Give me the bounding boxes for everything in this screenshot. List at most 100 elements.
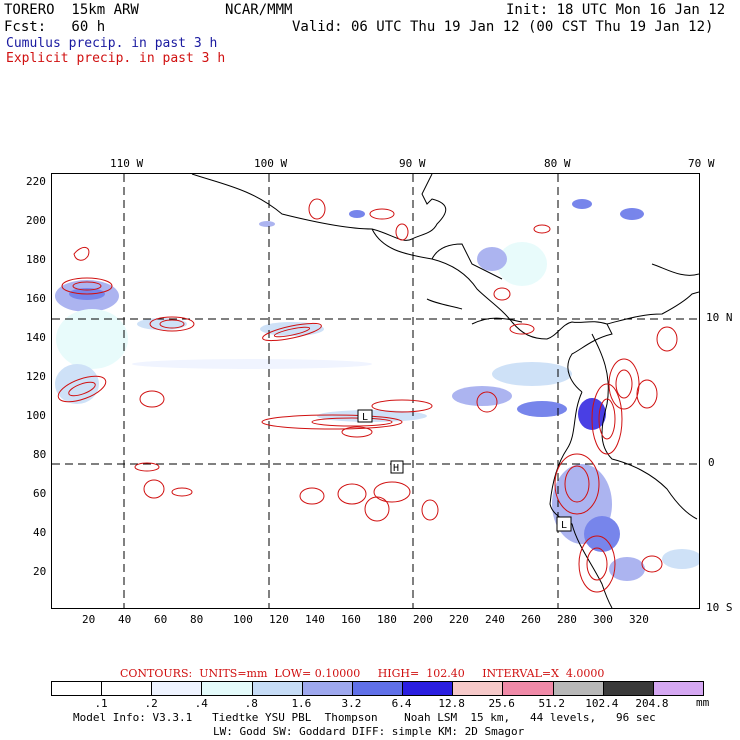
lon-label-110w: 110 W xyxy=(110,157,144,170)
precip-cell xyxy=(584,516,620,552)
border-venezuela xyxy=(651,263,699,276)
explicit-legend: Explicit precip. in past 3 h xyxy=(6,51,226,66)
contour xyxy=(578,535,616,593)
contour xyxy=(68,381,96,397)
precip-cell xyxy=(132,359,372,369)
grid-y-label: 160 xyxy=(26,292,46,305)
valid-time: Valid: 06 UTC Thu 19 Jan 12 (00 CST Thu … xyxy=(292,19,714,35)
contour xyxy=(149,316,195,332)
precip-cell xyxy=(452,386,512,406)
grid-y-label: 80 xyxy=(33,448,47,461)
contour xyxy=(159,319,185,329)
init-time: Init: 18 UTC Mon 16 Jan 12 xyxy=(506,2,726,18)
contour xyxy=(73,247,90,261)
lon-label-80w: 80 W xyxy=(544,157,571,170)
colorbar-label: .4 xyxy=(194,697,208,710)
precip-cell xyxy=(517,401,567,417)
colorbar-label: 6.4 xyxy=(391,697,412,710)
contour xyxy=(493,287,511,301)
contours-info: CONTOURS: UNITS=mm LOW= 0.10000 HIGH= 10… xyxy=(120,667,605,680)
map-svg: L H L xyxy=(52,174,699,608)
contour xyxy=(262,322,322,342)
contour xyxy=(57,375,107,403)
colorbar-label: .2 xyxy=(144,697,158,710)
colorbar-segment xyxy=(503,682,554,695)
org-label: NCAR/MMM xyxy=(225,2,293,18)
grid-x-label: 320 xyxy=(629,613,649,626)
precip-cell xyxy=(492,362,572,386)
grid-y-label: 60 xyxy=(33,487,47,500)
contour xyxy=(598,398,616,440)
grid-y-label: 140 xyxy=(26,331,46,344)
grid-y-label: 40 xyxy=(33,526,47,539)
grid-x-label: 60 xyxy=(154,613,168,626)
marker-box xyxy=(357,409,373,423)
lon-label-90w: 90 W xyxy=(399,157,426,170)
contour xyxy=(564,465,590,503)
contour xyxy=(371,399,433,413)
contour xyxy=(395,223,409,241)
lon-label-100w: 100 W xyxy=(254,157,288,170)
colorbar-segment xyxy=(152,682,203,695)
lat-label-10s: 10 S xyxy=(706,601,733,614)
grid-x-label: 40 xyxy=(118,613,132,626)
contour xyxy=(533,224,551,234)
grid-y-label: 200 xyxy=(26,214,46,227)
colorbar-segment xyxy=(653,682,704,695)
lat-label-0: 0 xyxy=(708,456,715,469)
lat-label-10n: 10 N xyxy=(706,311,733,324)
precip-cell xyxy=(572,199,592,209)
forecast-hour: Fcst: 60 h xyxy=(4,19,106,35)
precip-cell xyxy=(477,247,507,271)
contour xyxy=(591,383,623,455)
contour xyxy=(273,326,311,338)
colorbar-segment xyxy=(603,682,654,695)
grid-x-label: 180 xyxy=(377,613,397,626)
colorbar-label: 102.4 xyxy=(585,697,619,710)
coastline-mexico xyxy=(191,174,447,241)
contour xyxy=(337,483,367,505)
contour xyxy=(586,547,608,581)
colorbar-segment xyxy=(52,682,103,695)
latlon-grid xyxy=(52,174,699,608)
grid-x-label: 140 xyxy=(305,613,325,626)
cumulus-legend: Cumulus precip. in past 3 h xyxy=(6,36,218,51)
colorbar-segment xyxy=(202,682,253,695)
colorbar-label: 12.8 xyxy=(438,697,465,710)
marker-box xyxy=(390,460,404,474)
grid-y-label: 180 xyxy=(26,253,46,266)
contour xyxy=(509,323,535,335)
colorbar-label: 3.2 xyxy=(341,697,362,710)
border-interior xyxy=(426,298,523,325)
colorbar-label: 1.6 xyxy=(291,697,312,710)
lon-label-70w: 70 W xyxy=(688,157,715,170)
grid-x-label: 200 xyxy=(413,613,433,626)
contour xyxy=(261,414,403,430)
contour xyxy=(641,555,663,573)
colorbar-segment xyxy=(252,682,303,695)
colorbar-segment xyxy=(302,682,353,695)
colorbar-segment xyxy=(403,682,454,695)
explicit-precip-contours xyxy=(57,198,678,593)
grid-x-label: 280 xyxy=(557,613,577,626)
physics-info: LW: Godd SW: Goddard DIFF: simple KM: 2D… xyxy=(213,725,525,738)
model-info: Model Info: V3.3.1 Tiedtke YSU PBL Thomp… xyxy=(73,711,656,724)
precip-cell xyxy=(137,318,187,330)
contour xyxy=(421,499,439,521)
contour xyxy=(369,208,395,220)
contour xyxy=(171,487,193,497)
border-south-america xyxy=(591,333,698,520)
contour xyxy=(364,496,390,522)
border-guatemala xyxy=(431,243,503,280)
precip-cell xyxy=(55,364,99,404)
precip-cell xyxy=(56,309,128,369)
colorbar-label: 25.6 xyxy=(488,697,515,710)
contour xyxy=(72,281,102,291)
marker-low: L xyxy=(561,520,567,531)
contour xyxy=(341,426,373,438)
precip-cell xyxy=(349,210,365,218)
coastline-central-america xyxy=(371,228,613,393)
contour xyxy=(311,417,393,427)
colorbar-label: 51.2 xyxy=(538,697,566,710)
cumulus-precip-areas xyxy=(55,199,699,581)
